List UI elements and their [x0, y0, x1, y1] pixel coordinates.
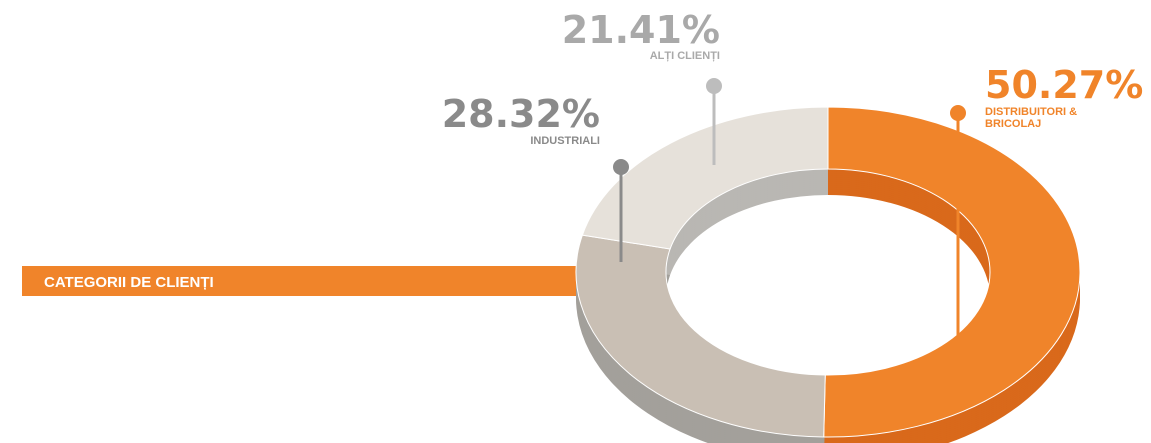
slice-label-text-1-0: INDUSTRIALI: [530, 135, 600, 147]
slice-1: [575, 234, 826, 438]
slice-label-text-0-0: DISTRIBUITORI &: [985, 106, 1077, 118]
donut-top: [575, 106, 1081, 438]
category-banner: CATEGORII DE CLIENȚI: [22, 266, 587, 296]
slice-label-text-2-0: ALȚI CLIENȚI: [650, 50, 720, 62]
slice-label-0: 50.27%DISTRIBUITORI &BRICOLAJ: [950, 63, 1143, 360]
slice-0: [823, 106, 1081, 438]
slice-value-0: 50.27%: [985, 63, 1143, 107]
banner-title: CATEGORII DE CLIENȚI: [44, 274, 214, 291]
slice-value-1: 28.32%: [442, 92, 600, 136]
slice-label-text-0-1: BRICOLAJ: [985, 118, 1041, 130]
leader-dot-0: [950, 105, 966, 121]
slice-2: [581, 106, 829, 250]
slice-value-2: 21.41%: [562, 8, 720, 52]
slice-label-1: 28.32%INDUSTRIALI: [442, 92, 629, 262]
leader-dot-2: [706, 78, 722, 94]
slice-labels: 50.27%DISTRIBUITORI &BRICOLAJ 28.32%INDUS…: [442, 8, 1143, 360]
leader-dot-1: [613, 159, 629, 175]
banner-bar: [22, 266, 587, 296]
slice-label-2: 21.41%ALȚI CLIENȚI: [562, 8, 722, 165]
